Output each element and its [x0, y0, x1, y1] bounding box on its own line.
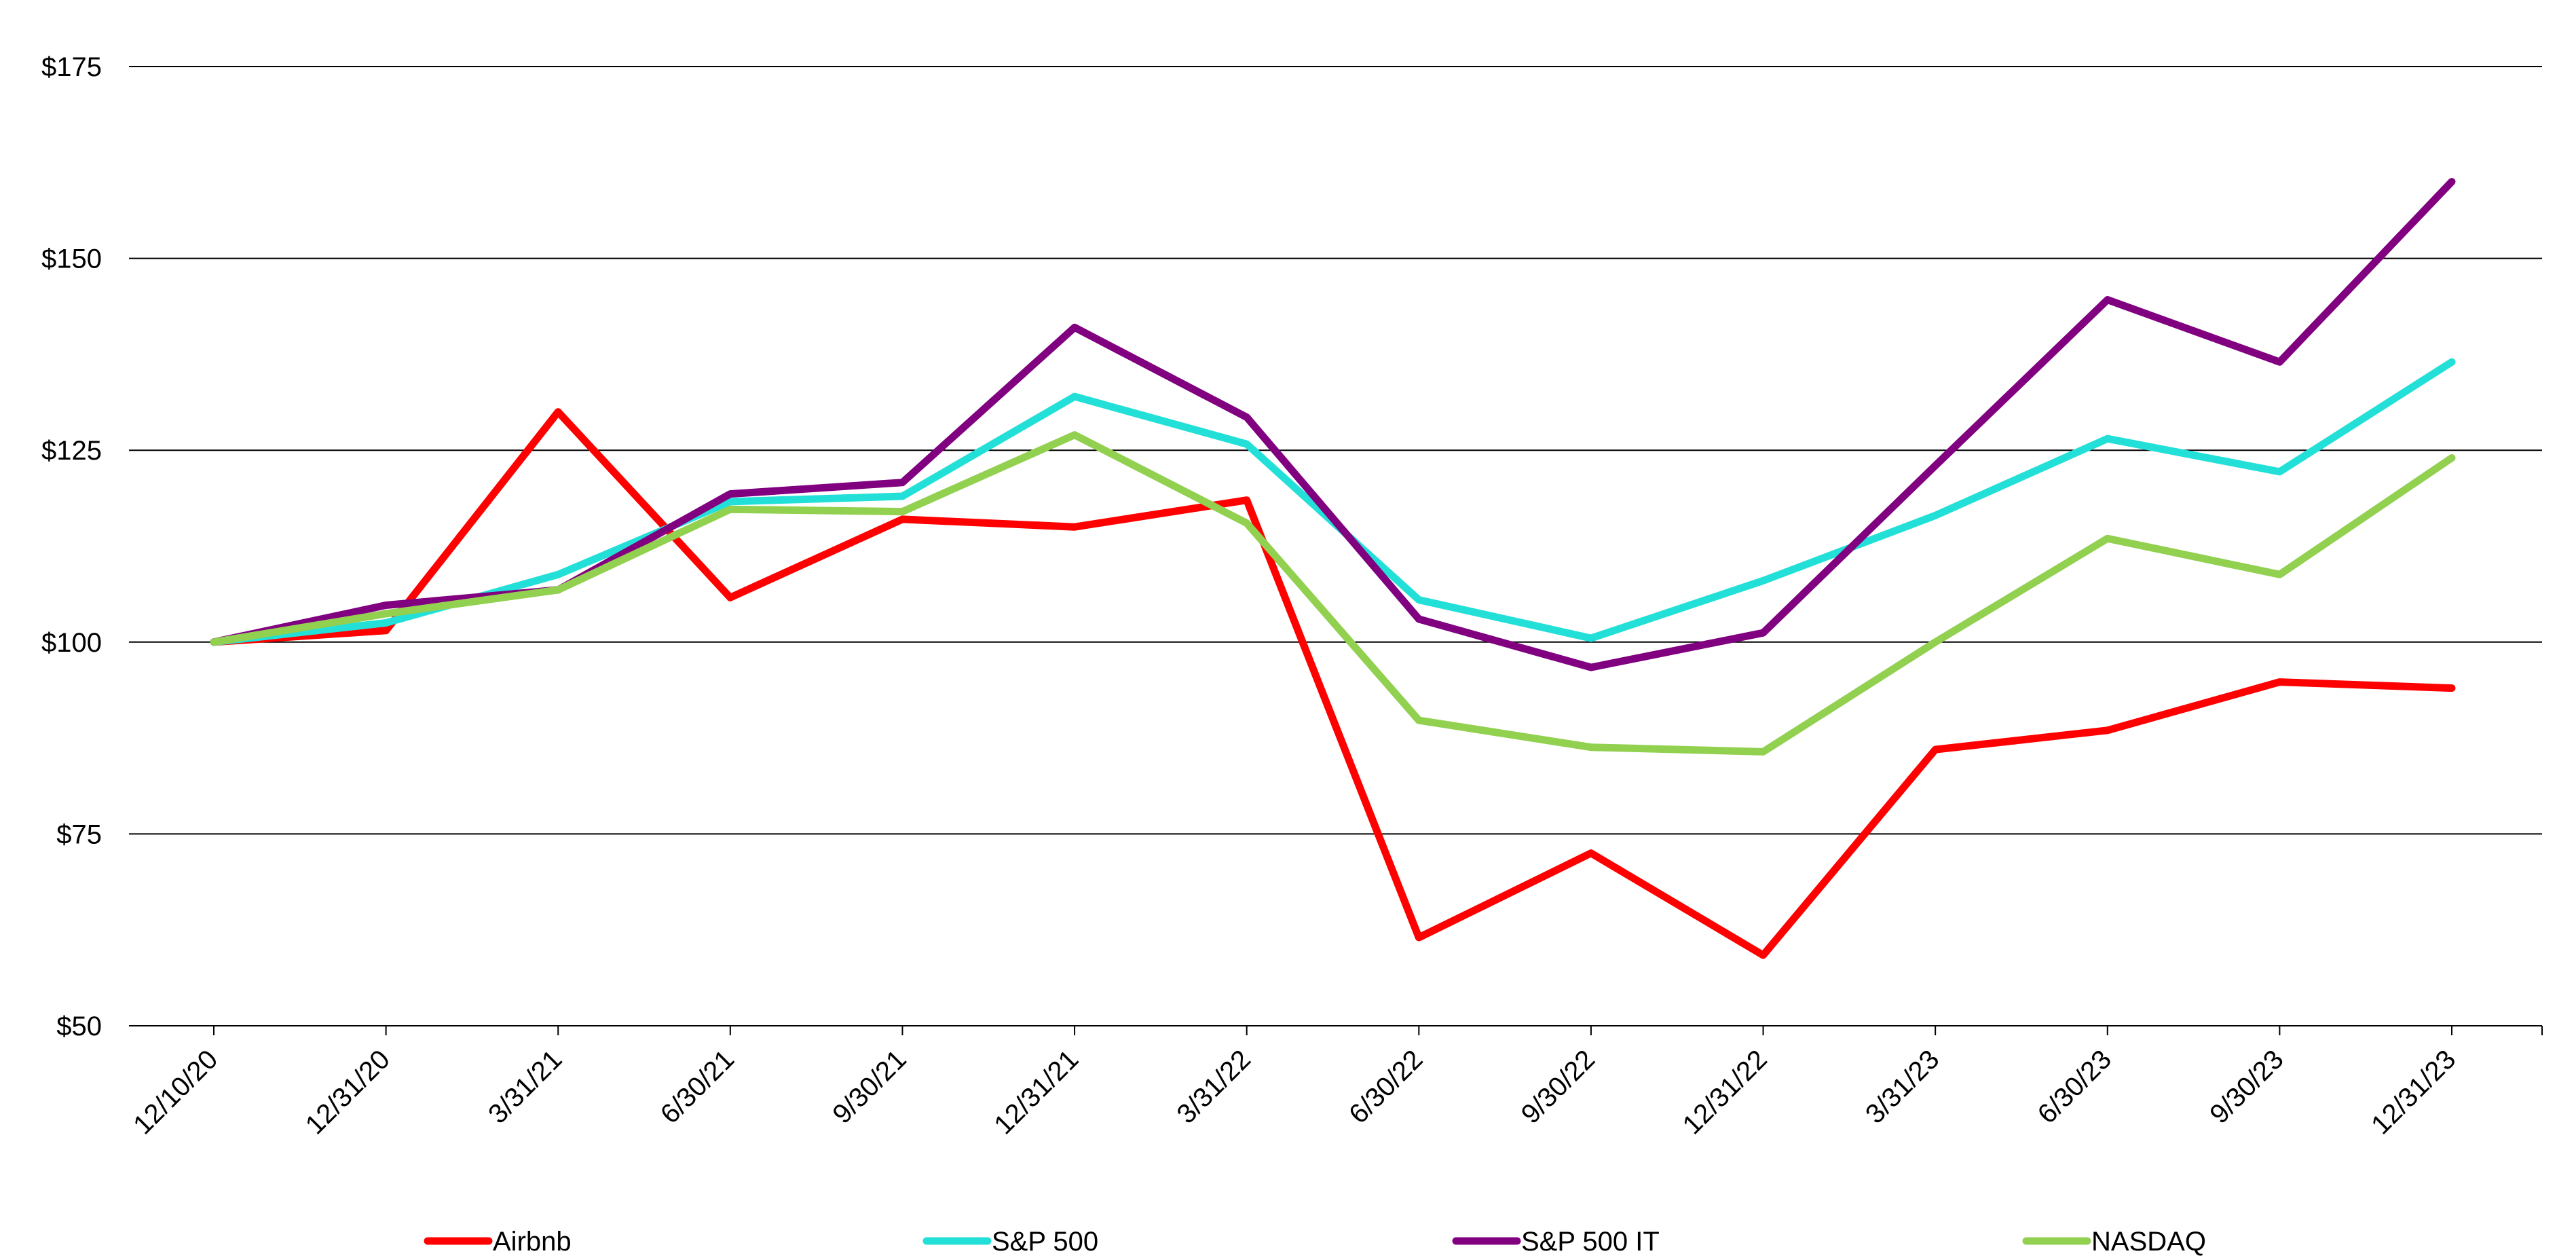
data-point-s-p-500-it: [2107, 299, 2108, 301]
data-point-nasdaq: [901, 511, 903, 513]
legend: Airbnb S&P 500 S&P 500 IT NASDAQ: [424, 1227, 2206, 1257]
legend-item-airbnb: Airbnb: [424, 1227, 572, 1257]
x-tick-label: 3/31/22: [1172, 1044, 1256, 1129]
grid-lines: [129, 66, 2542, 1026]
data-point-s-p-500-it: [1246, 417, 1248, 418]
data-point-airbnb: [1935, 749, 1936, 750]
legend-item-s-p-500: S&P 500: [922, 1227, 1098, 1257]
legend-label: Airbnb: [493, 1227, 572, 1257]
y-tick-label: $150: [41, 244, 102, 274]
x-tick-label: 12/31/23: [2366, 1044, 2461, 1140]
data-point-s-p-500: [2279, 471, 2280, 472]
x-tick-label: 3/31/21: [483, 1044, 567, 1129]
y-tick-label: $175: [41, 52, 102, 82]
legend-label: S&P 500 IT: [1521, 1227, 1660, 1257]
x-tick-label: 9/30/22: [1516, 1044, 1601, 1129]
series-line-nasdaq: [210, 431, 2456, 756]
x-tick-label: 6/30/22: [1343, 1044, 1428, 1129]
data-point-s-p-500-it: [901, 482, 903, 483]
data-point-airbnb: [557, 411, 559, 413]
x-tick-label: 12/31/21: [988, 1044, 1084, 1140]
data-point-s-p-500-it: [2279, 361, 2280, 363]
data-point-s-p-500-it: [1590, 667, 1592, 668]
x-tick-label: 9/30/21: [827, 1044, 912, 1129]
x-tick-label: 6/30/21: [655, 1044, 740, 1129]
data-point-s-p-500: [557, 574, 559, 575]
legend-label: S&P 500: [992, 1227, 1098, 1257]
data-point-nasdaq: [2107, 538, 2108, 539]
x-tick-label: 12/31/20: [300, 1044, 396, 1140]
data-point-nasdaq: [557, 589, 559, 591]
y-tick-label: $75: [56, 819, 102, 849]
y-axis-tick-labels: $50 $75 $100 $125 $150 $175: [41, 52, 102, 1041]
x-axis: 12/10/20 12/31/20 3/31/21 6/30/21 9/30/21 12/…: [128, 1026, 2543, 1140]
x-tick-label: 9/30/23: [2204, 1044, 2289, 1129]
y-tick-label: $50: [56, 1012, 102, 1041]
data-point-s-p-500: [1935, 515, 1936, 516]
data-point-s-p-500: [1246, 443, 1248, 445]
x-tick-label: 6/30/23: [2032, 1044, 2117, 1129]
series-line-airbnb: [210, 408, 2456, 959]
legend-item-s-p-500-it: S&P 500 IT: [1452, 1227, 1660, 1257]
data-point-nasdaq: [2279, 574, 2280, 575]
series-line-s-p-500: [210, 358, 2456, 646]
legend-label: NASDAQ: [2091, 1227, 2206, 1257]
data-point-s-p-500-it: [1935, 465, 1936, 466]
series-lines: [210, 178, 2456, 959]
y-tick-label: $125: [41, 436, 102, 466]
legend-item-nasdaq: NASDAQ: [2022, 1227, 2206, 1257]
x-tick-label: 3/31/23: [1860, 1044, 1945, 1129]
x-tick-label: 12/31/22: [1677, 1044, 1773, 1140]
y-tick-label: $100: [41, 628, 102, 658]
data-point-s-p-500: [901, 496, 903, 497]
x-tick-label: 12/10/20: [128, 1044, 223, 1140]
data-point-s-p-500: [1590, 637, 1592, 639]
